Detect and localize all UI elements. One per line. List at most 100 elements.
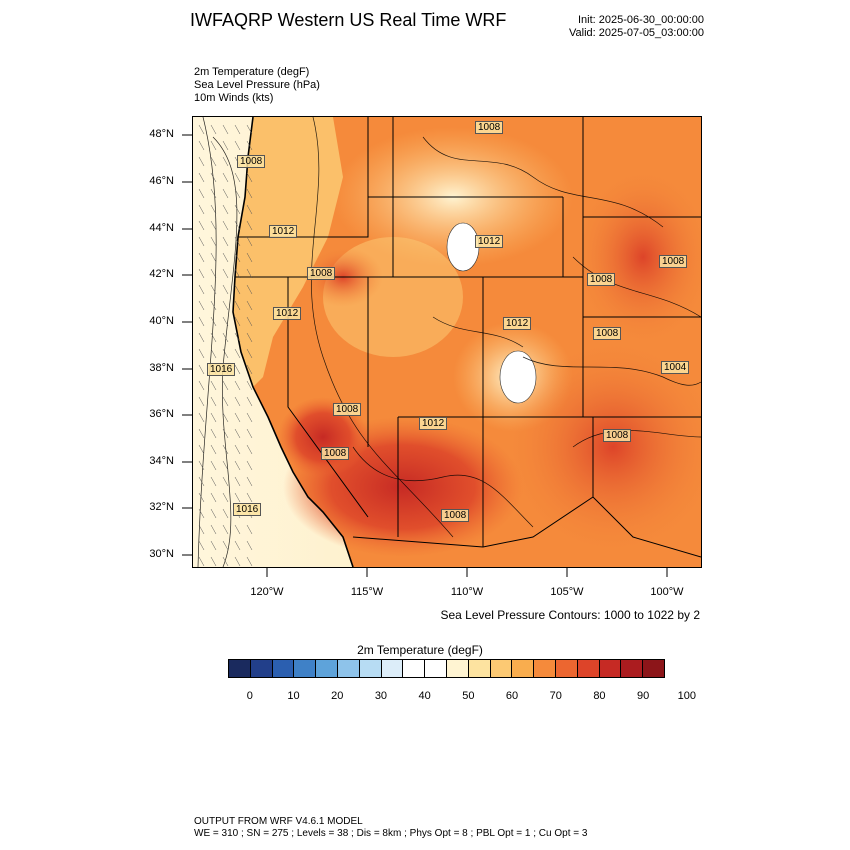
colorbar-swatch (229, 660, 251, 677)
lat-label-34: 34°N (149, 455, 174, 467)
field-winds: 10m Winds (kts) (194, 92, 274, 104)
colorbar-swatch (534, 660, 556, 677)
wind-barb (210, 188, 217, 199)
wind-barb (198, 204, 205, 215)
wind-barb (234, 460, 241, 471)
wind-barb (210, 540, 217, 551)
colorbar-swatch (337, 660, 360, 677)
wind-barb (234, 316, 241, 327)
wind-barb (222, 124, 229, 135)
colorbar-swatch (512, 660, 535, 677)
model-config: WE = 310 ; SN = 275 ; Levels = 38 ; Dis … (194, 828, 588, 839)
wind-barb (246, 364, 253, 375)
wind-barb (210, 332, 217, 343)
wind-barb (222, 268, 229, 279)
colorado-peaks-cold-spot (499, 350, 537, 404)
wind-barb (222, 348, 229, 359)
wind-barb (210, 252, 217, 263)
wind-barb (246, 172, 253, 183)
wind-barb (198, 300, 205, 311)
wind-barb (246, 412, 253, 423)
lon-label-105: 105°W (550, 586, 584, 598)
wind-barb (222, 252, 229, 263)
run-times: Init: 2025-06-30_00:00:00 Valid: 2025-07… (540, 14, 704, 40)
wind-barb (234, 172, 241, 183)
wind-barb (222, 236, 229, 247)
lat-label-38: 38°N (149, 362, 174, 374)
isobar-label: 1012 (503, 317, 532, 330)
wind-barb (246, 332, 253, 343)
isobar-label: 1008 (587, 273, 616, 286)
lat-label-44: 44°N (149, 222, 174, 234)
isobar-label: 1008 (475, 121, 504, 134)
wind-barb (210, 236, 217, 247)
isobar-label: 1008 (333, 403, 362, 416)
wind-barb (210, 412, 217, 423)
isobar-label: 1008 (237, 155, 266, 168)
wind-barb (222, 220, 229, 231)
wind-barb (246, 428, 253, 439)
wind-barb (246, 236, 253, 247)
wind-barb (246, 124, 253, 135)
wind-barb (234, 444, 241, 455)
wind-barb (246, 188, 253, 199)
wind-barb (198, 220, 205, 231)
wind-barb (246, 348, 253, 359)
wind-barb (198, 156, 205, 167)
wind-barb (222, 140, 229, 151)
isobar-label: 1016 (207, 363, 236, 376)
wind-barb (198, 460, 205, 471)
wind-barb (222, 396, 229, 407)
wind-barb (210, 172, 217, 183)
isobar-label: 1012 (269, 225, 298, 238)
wind-barb (210, 476, 217, 487)
lon-ticks (266, 567, 668, 577)
wind-barb (234, 204, 241, 215)
wind-barb (198, 556, 205, 567)
wind-barb (210, 556, 217, 567)
colorbar-swatch (381, 660, 404, 677)
colorbar-swatch (446, 660, 469, 677)
lat-label-30: 30°N (149, 548, 174, 560)
wind-barb (246, 524, 253, 535)
wind-barb (210, 124, 217, 135)
wind-barb (246, 220, 253, 231)
wind-barb (234, 236, 241, 247)
wind-barb (234, 348, 241, 359)
init-time: Init: 2025-06-30_00:00:00 (578, 14, 704, 26)
wind-barb (210, 140, 217, 151)
colorbar-tick-label: 20 (331, 690, 344, 702)
wind-barb (210, 268, 217, 279)
wind-barb (246, 300, 253, 311)
lat-label-36: 36°N (149, 408, 174, 420)
colorbar-swatch (425, 660, 447, 677)
colorbar-tick-label: 30 (374, 690, 388, 702)
colorbar-swatch (403, 660, 426, 677)
wind-barb (246, 556, 253, 567)
wind-barb (246, 460, 253, 471)
wind-barb (210, 220, 217, 231)
wind-barb (198, 236, 205, 247)
wind-barb (198, 172, 205, 183)
colorbar-tick-label: 50 (462, 690, 475, 702)
wind-barb (198, 268, 205, 279)
colorbar-swatch (490, 660, 513, 677)
field-list: 2m Temperature (degF) Sea Level Pressure… (194, 66, 320, 105)
lat-label-48: 48°N (149, 128, 174, 140)
wind-barb (198, 380, 205, 391)
field-pressure: Sea Level Pressure (hPa) (194, 79, 320, 91)
wind-barb (234, 300, 241, 311)
wind-barb (222, 540, 229, 551)
colorbar-swatch (599, 660, 622, 677)
wind-barb (222, 204, 229, 215)
wind-barb (198, 284, 205, 295)
wind-barb (210, 492, 217, 503)
wind-barb (198, 396, 205, 407)
wind-barb (234, 492, 241, 503)
northern-plains-warm (573, 167, 701, 347)
wind-barb (210, 284, 217, 295)
wind-barb (222, 492, 229, 503)
colorbar-tick-label: 10 (287, 690, 300, 702)
wind-barb (246, 140, 253, 151)
wind-barb (210, 380, 217, 391)
